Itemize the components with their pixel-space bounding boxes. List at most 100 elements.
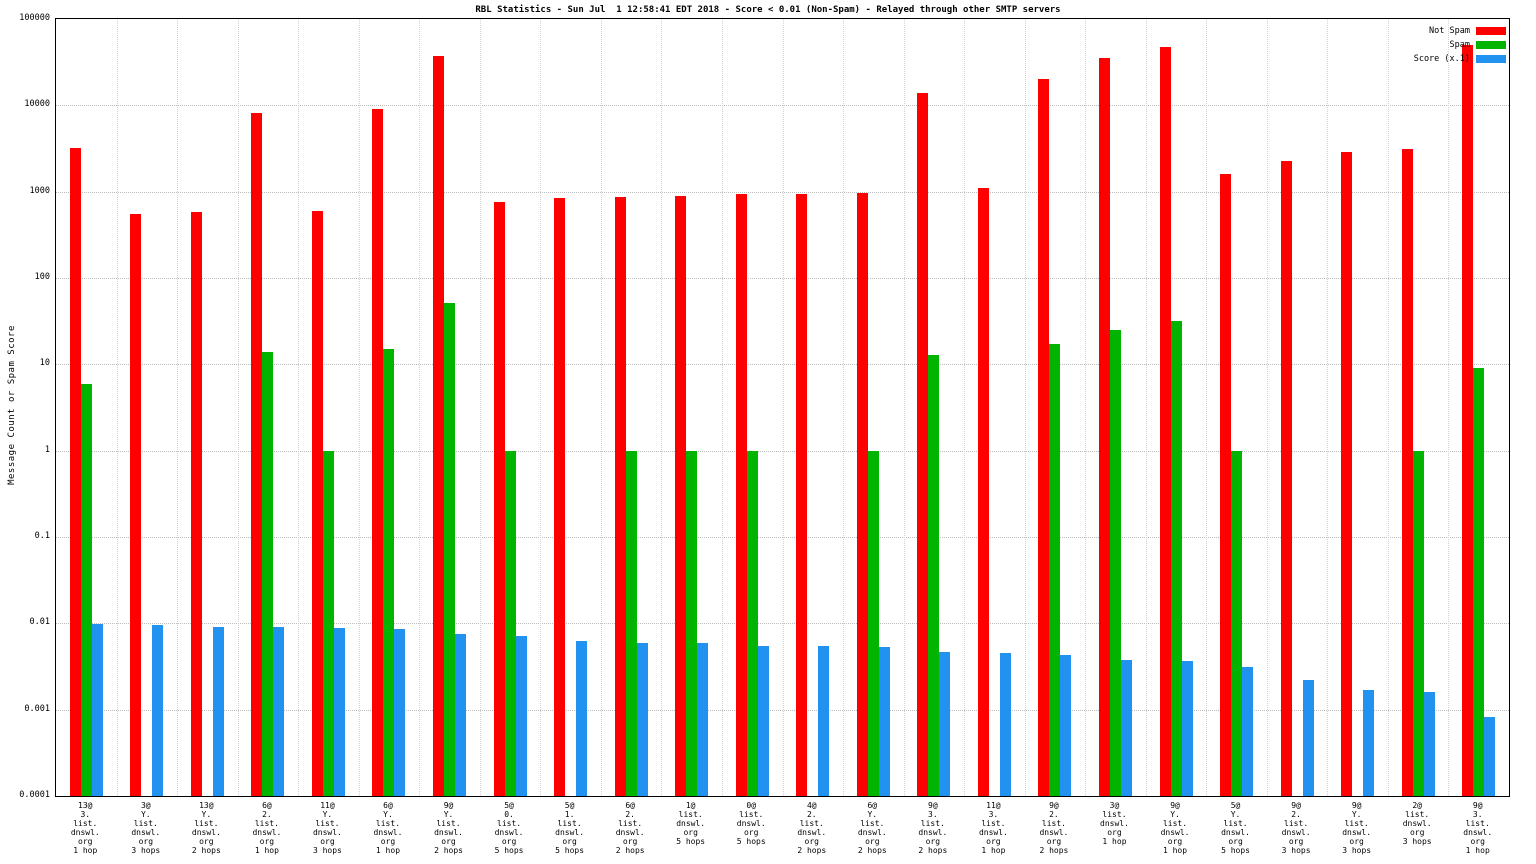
y-tick-label: 0.1	[34, 531, 50, 541]
bar-not-spam	[1220, 174, 1232, 796]
y-tick-label: 1000	[29, 185, 50, 196]
bar-score-x-1	[999, 653, 1011, 796]
gridline-vertical	[177, 19, 179, 796]
bar-score-x-1	[152, 625, 164, 796]
x-tick-label: 11@ Y. list. dnswl. org 3 hops	[312, 801, 342, 855]
bar-spam	[262, 351, 274, 796]
bar-score-x-1	[394, 629, 406, 796]
bar-score-x-1	[1484, 717, 1496, 796]
bar-score-x-1	[1423, 692, 1435, 796]
gridline-vertical	[964, 19, 966, 796]
bar-not-spam	[735, 194, 747, 796]
bar-not-spam	[1159, 47, 1171, 796]
bar-spam	[322, 450, 334, 796]
legend-swatch	[1476, 41, 1506, 49]
bar-score-x-1	[1363, 689, 1375, 796]
bar-not-spam	[1401, 149, 1413, 796]
x-tick-label: 6@ Y. list. dnswl. org 1 hop	[373, 801, 403, 855]
bar-not-spam	[614, 197, 626, 796]
x-tick-label: 9@ Y. list. dnswl. org 1 hop	[1160, 801, 1190, 855]
gridline-vertical	[1387, 19, 1389, 796]
gridline-vertical	[479, 19, 481, 796]
legend: Not Spam Spam Score (x.1)	[1414, 26, 1506, 64]
bar-score-x-1	[757, 646, 769, 796]
bar-not-spam	[190, 212, 202, 796]
legend-swatch	[1476, 27, 1506, 35]
legend-row: Spam	[1450, 40, 1506, 50]
bar-spam	[1109, 329, 1121, 796]
gridline-vertical	[1327, 19, 1329, 796]
y-tick-label: 10	[39, 358, 50, 369]
gridline-vertical	[1024, 19, 1026, 796]
bar-not-spam	[1098, 58, 1110, 796]
x-tick-label: 6@ 2. list. dnswl. org 2 hops	[615, 801, 645, 855]
y-tick-label: 1	[44, 444, 50, 455]
bar-spam	[383, 349, 395, 796]
x-tick-label: 5@ 0. list. dnswl. org 5 hops	[494, 801, 524, 855]
gridline-vertical	[116, 19, 118, 796]
bar-score-x-1	[1302, 680, 1314, 796]
y-tick-label: 0.01	[29, 617, 50, 628]
bar-not-spam	[493, 202, 505, 796]
bar-score-x-1	[697, 643, 709, 796]
bar-not-spam	[1341, 151, 1353, 796]
bar-spam	[625, 450, 637, 796]
bar-score-x-1	[515, 636, 527, 796]
x-tick-label: 11@ 3. list. dnswl. org 1 hop	[978, 801, 1008, 855]
y-tick-label: 0.001	[24, 703, 50, 714]
gridline-vertical	[298, 19, 300, 796]
y-tick-label: 100000	[19, 13, 50, 23]
bar-not-spam	[1038, 79, 1050, 796]
plot-area	[55, 18, 1510, 797]
gridline-vertical	[1085, 19, 1087, 796]
bar-score-x-1	[91, 624, 103, 796]
x-tick-label: 13@ Y. list. dnswl. org 2 hops	[191, 801, 221, 855]
y-tick-label: 0.0001	[19, 790, 50, 800]
bar-not-spam	[977, 188, 989, 796]
x-tick-label: 5@ Y. list. dnswl. org 5 hops	[1221, 801, 1250, 855]
y-tick-label: 100	[34, 272, 50, 282]
bar-score-x-1	[212, 626, 224, 796]
bar-not-spam	[433, 56, 445, 796]
bar-not-spam	[1462, 45, 1474, 796]
bar-not-spam	[796, 193, 808, 796]
chart-title: RBL Statistics - Sun Jul 1 12:58:41 EDT …	[475, 5, 1061, 15]
bar-score-x-1	[818, 646, 830, 796]
legend-label: Not Spam	[1429, 26, 1470, 36]
bar-spam	[1473, 368, 1485, 796]
x-tick-label: 1@ list. dnswl. org 5 hops	[676, 801, 706, 846]
bar-score-x-1	[636, 642, 648, 796]
legend-row: Score (x.1)	[1414, 54, 1506, 64]
x-tick-label: 9@ 2. list. dnswl. org 2 hops	[1039, 801, 1069, 855]
bar-score-x-1	[1120, 659, 1132, 796]
bar-not-spam	[554, 197, 566, 796]
legend-row: Not Spam	[1429, 26, 1506, 36]
bar-not-spam	[1280, 161, 1292, 796]
bar-not-spam	[675, 196, 687, 796]
bar-spam	[686, 450, 698, 796]
x-tick-label: 4@ 2. list. dnswl. org 2 hops	[797, 801, 827, 855]
gridline-vertical	[721, 19, 723, 796]
bar-score-x-1	[273, 627, 285, 796]
gridline-vertical	[237, 19, 239, 796]
y-tick-label: 10000	[24, 99, 50, 110]
x-tick-label: 0@ list. dnswl. org 5 hops	[736, 801, 766, 846]
gridline-vertical	[1266, 19, 1268, 796]
bar-spam	[1170, 320, 1182, 796]
bar-spam	[746, 450, 758, 796]
x-tick-label: 9@ 3. list. dnswl. org 1 hop	[1463, 801, 1493, 855]
bar-not-spam	[311, 210, 323, 796]
gridline-vertical	[903, 19, 905, 796]
bar-not-spam	[856, 193, 868, 796]
x-axis-labels: 13@ 3. list. dnswl. org 1 hop 3@ Y. list.…	[55, 801, 1510, 859]
x-tick-label: 6@ Y. list. dnswl. org 2 hops	[857, 801, 887, 855]
bar-spam	[504, 450, 516, 796]
bar-score-x-1	[576, 640, 588, 796]
bar-score-x-1	[1060, 654, 1072, 796]
legend-label: Spam	[1449, 40, 1470, 50]
bar-not-spam	[372, 109, 384, 796]
gridline-vertical	[1145, 19, 1147, 796]
gridline-vertical	[540, 19, 542, 796]
bar-not-spam	[251, 112, 263, 796]
x-tick-label: 9@ Y. list. dnswl. org 3 hops	[1342, 801, 1372, 855]
